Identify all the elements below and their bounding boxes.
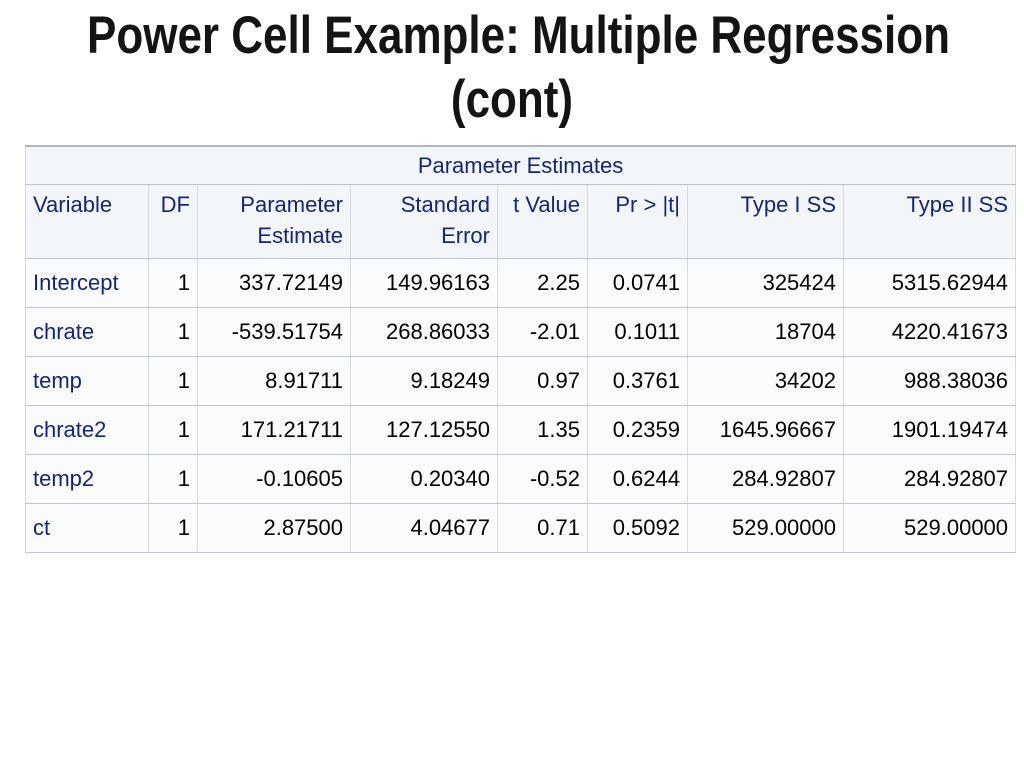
row-value-cell: 0.71	[497, 503, 588, 553]
row-value-cell: -2.01	[497, 307, 588, 357]
column-header-row: Variable DF Parameter Estimate Standard …	[25, 184, 1017, 259]
row-value-cell: 988.38036	[842, 356, 1017, 406]
row-value-cell: 9.18249	[350, 356, 498, 406]
table-row: chrate2 1 171.21711 127.12550 1.35 0.2359 1645…	[25, 405, 1017, 455]
row-value-cell: 4220.41673	[842, 307, 1017, 357]
table-row: temp 1 8.91711 9.18249 0.97 0.3761 34202 988.38…	[25, 356, 1017, 406]
row-value-cell: -0.10605	[197, 454, 351, 504]
column-header-standard-error: Standard Error	[350, 184, 498, 259]
column-header-variable: Variable	[25, 184, 149, 259]
row-value-cell: 1901.19474	[842, 405, 1017, 455]
column-header-parameter-estimate: Parameter Estimate	[197, 184, 351, 259]
column-header-type-i-ss: Type I SS	[687, 184, 844, 259]
row-value-cell: 337.72149	[197, 258, 351, 308]
row-variable-cell: Intercept	[25, 258, 149, 308]
row-variable-cell: chrate2	[25, 405, 149, 455]
row-value-cell: 1.35	[497, 405, 588, 455]
row-value-cell: 0.6244	[587, 454, 688, 504]
row-variable-cell: temp2	[25, 454, 149, 504]
slide-title: Power Cell Example: Multiple Regression …	[0, 0, 1024, 132]
row-value-cell: 2.25	[497, 258, 588, 308]
row-value-cell: 127.12550	[350, 405, 498, 455]
row-value-cell: 0.3761	[587, 356, 688, 406]
row-variable-cell: temp	[25, 356, 149, 406]
row-variable-cell: chrate	[25, 307, 149, 357]
table-title-row: Parameter Estimates	[24, 145, 1017, 185]
slide-title-line1: Power Cell Example: Multiple Regression	[87, 6, 950, 65]
row-value-cell: 284.92807	[842, 454, 1017, 504]
row-value-cell: -539.51754	[197, 307, 351, 357]
row-value-cell: 1645.96667	[687, 405, 844, 455]
column-header-pr-t: Pr > |t|	[587, 184, 688, 259]
row-value-cell: 1	[148, 405, 198, 455]
row-value-cell: 8.91711	[197, 356, 351, 406]
row-value-cell: 0.20340	[350, 454, 498, 504]
row-value-cell: 1	[148, 258, 198, 308]
row-value-cell: 529.00000	[687, 503, 844, 553]
slide-title-line2: (cont)	[450, 70, 574, 129]
column-header-type-ii-ss: Type II SS	[842, 184, 1017, 259]
row-value-cell: 171.21711	[197, 405, 351, 455]
row-value-cell: 34202	[687, 356, 844, 406]
row-value-cell: 4.04677	[350, 503, 498, 553]
row-value-cell: 268.86033	[350, 307, 498, 357]
row-value-cell: 0.0741	[587, 258, 688, 308]
table-row: ct 1 2.87500 4.04677 0.71 0.5092 529.00000 529.…	[25, 503, 1017, 553]
table-row: Intercept 1 337.72149 149.96163 2.25 0.0741 32…	[25, 258, 1017, 308]
parameter-estimates-table: Parameter Estimates Variable DF Paramete…	[24, 145, 1017, 553]
row-value-cell: 1	[148, 503, 198, 553]
table-row: chrate 1 -539.51754 268.86033 -2.01 0.1011 187…	[25, 307, 1017, 357]
row-value-cell: 0.5092	[587, 503, 688, 553]
row-value-cell: 284.92807	[687, 454, 844, 504]
row-value-cell: 325424	[687, 258, 844, 308]
row-value-cell: -0.52	[497, 454, 588, 504]
row-value-cell: 1	[148, 454, 198, 504]
row-variable-cell: ct	[25, 503, 149, 553]
row-value-cell: 0.1011	[587, 307, 688, 357]
row-value-cell: 5315.62944	[842, 258, 1017, 308]
column-header-t-value: t Value	[497, 184, 588, 259]
table-title: Parameter Estimates	[24, 145, 1017, 185]
row-value-cell: 0.2359	[587, 405, 688, 455]
row-value-cell: 529.00000	[842, 503, 1017, 553]
row-value-cell: 1	[148, 356, 198, 406]
row-value-cell: 1	[148, 307, 198, 357]
row-value-cell: 2.87500	[197, 503, 351, 553]
table-row: temp2 1 -0.10605 0.20340 -0.52 0.6244 284.9280…	[25, 454, 1017, 504]
row-value-cell: 149.96163	[350, 258, 498, 308]
column-header-df: DF	[148, 184, 198, 259]
row-value-cell: 18704	[687, 307, 844, 357]
table-body: Intercept 1 337.72149 149.96163 2.25 0.0741 32…	[25, 258, 1017, 553]
row-value-cell: 0.97	[497, 356, 588, 406]
